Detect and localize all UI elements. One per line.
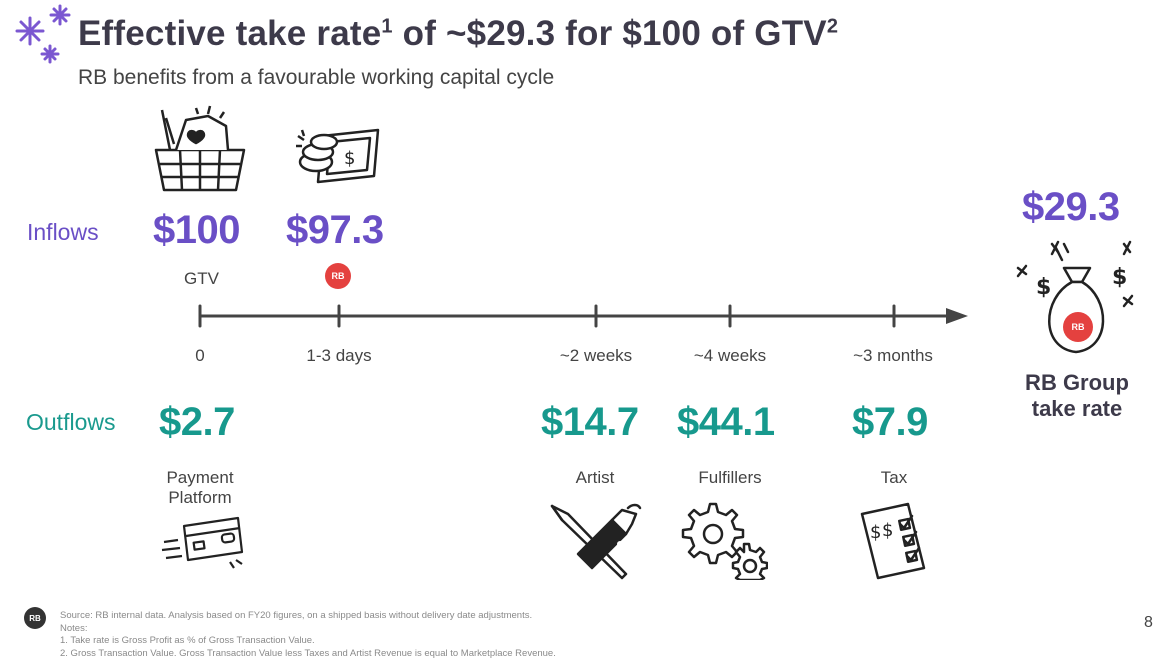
page-title: Effective take rate1 of ~$29.3 for $100 … <box>78 14 839 53</box>
fulfillers-value: $44.1 <box>677 400 775 444</box>
svg-text:$: $ <box>1036 275 1051 300</box>
gears-icon <box>681 502 768 580</box>
inflows-label: Inflows <box>27 219 99 245</box>
svg-text:$: $ <box>1112 265 1127 290</box>
take-rate-value: $29.3 <box>1022 185 1120 229</box>
gtv-label: GTV <box>184 269 219 288</box>
artist-value: $14.7 <box>541 400 639 444</box>
payment-value: $2.7 <box>159 400 235 444</box>
page-subtitle: RB benefits from a favourable working ca… <box>78 66 555 89</box>
outflows-label: Outflows <box>26 409 116 435</box>
svg-text:$: $ <box>882 520 893 541</box>
page-number: 8 <box>1144 614 1153 631</box>
credit-card-icon <box>161 516 244 569</box>
paintbrush-icon <box>550 503 642 580</box>
shopping-basket-icon <box>154 105 246 192</box>
bag-rb-badge: RB <box>1063 312 1093 342</box>
svg-text:$: $ <box>870 522 881 543</box>
tick-label: 1-3 days <box>306 346 372 365</box>
coins-cash-icon: $ <box>296 128 380 184</box>
take-rate-label: RB Group take rate <box>1025 370 1129 421</box>
tax-label: Tax <box>880 468 908 487</box>
svg-text:$: $ <box>344 148 355 169</box>
money-bag-icon: $ $ <box>1016 240 1134 354</box>
timeline-axis <box>198 304 968 328</box>
rb-logo-badge: RB <box>325 263 351 289</box>
tick-label: 0 <box>195 346 205 365</box>
tick-label: ~3 months <box>853 346 933 365</box>
payment-label: Payment Platform <box>166 468 234 507</box>
tick-label: ~2 weeks <box>559 346 633 365</box>
gtv-value: $100 <box>153 208 240 252</box>
received-value: $97.3 <box>286 208 384 252</box>
tick-label: ~4 weeks <box>693 346 767 365</box>
fulfillers-label: Fulfillers <box>698 468 762 487</box>
sparkle-icon <box>15 4 71 64</box>
tax-value: $7.9 <box>852 400 928 444</box>
tax-checklist-icon: $ $ <box>860 502 926 580</box>
artist-label: Artist <box>575 468 615 487</box>
footer-logo: RB <box>24 607 46 629</box>
footnote: Source: RB internal data. Analysis based… <box>60 610 556 659</box>
